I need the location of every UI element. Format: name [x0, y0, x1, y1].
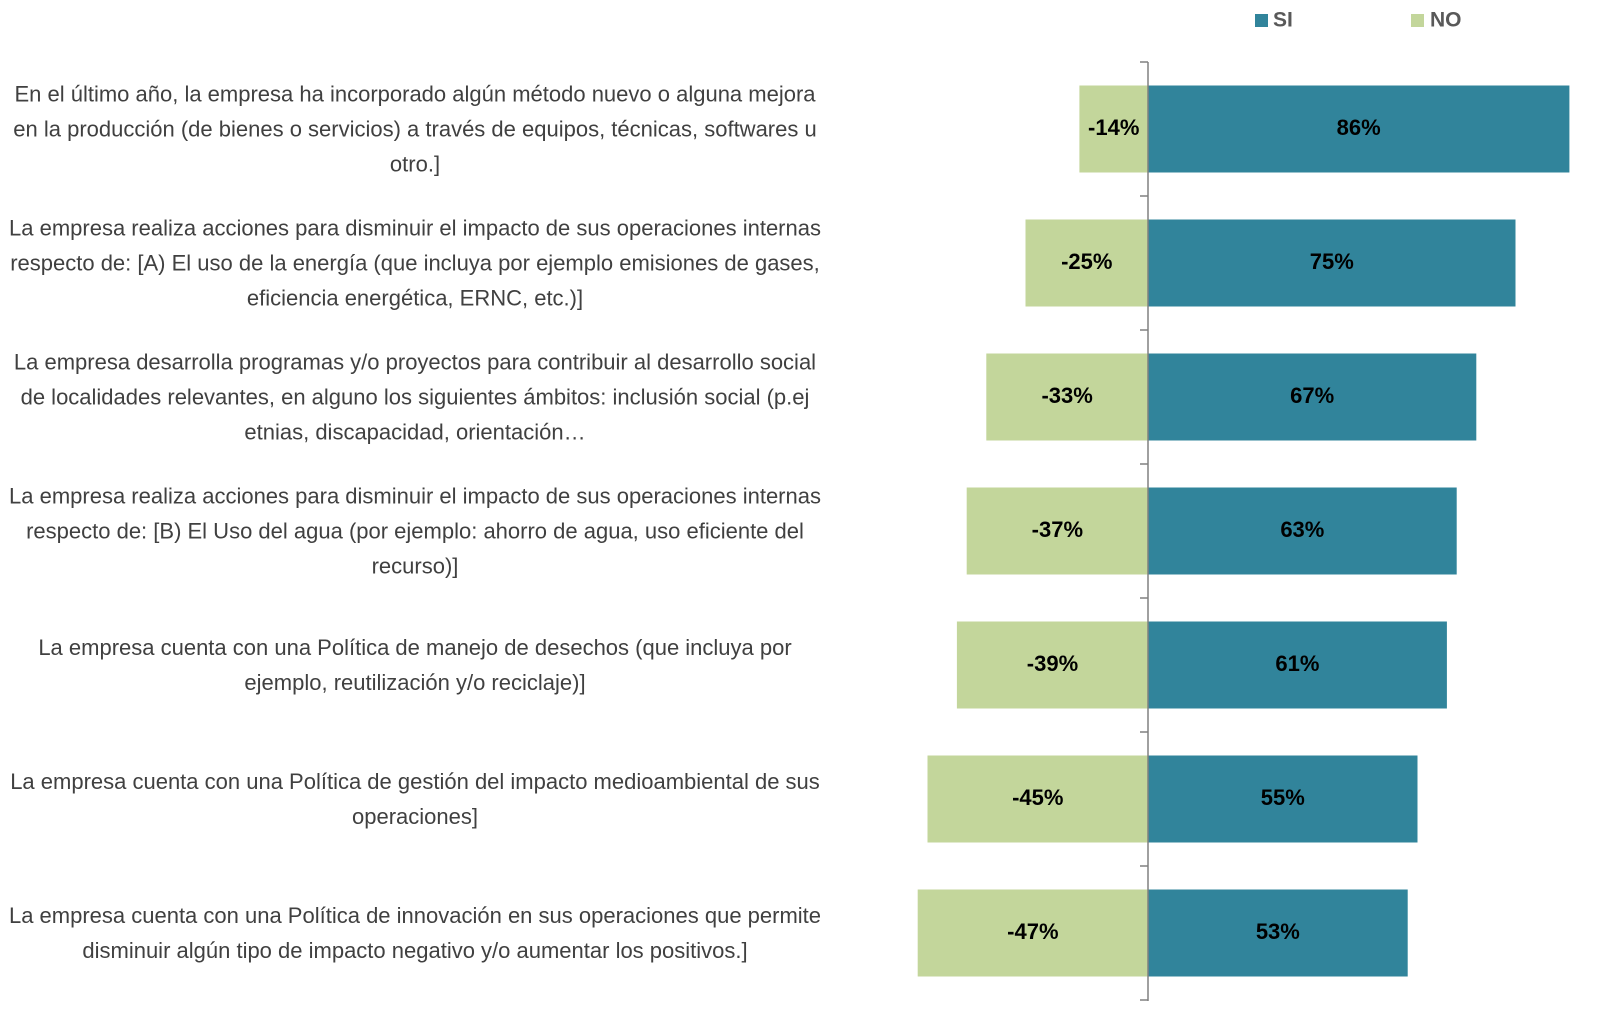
- bar: [1148, 755, 1418, 843]
- category-label: La empresa cuenta con una Política de ge…: [10, 769, 820, 829]
- value-label: -14%: [1088, 115, 1139, 140]
- category-label: En el último año, la empresa ha incorpor…: [13, 81, 817, 177]
- legend-label: SI: [1273, 9, 1293, 32]
- value-label: -45%: [1012, 785, 1063, 810]
- bar: [1148, 85, 1570, 173]
- value-label: -37%: [1032, 517, 1083, 542]
- value-label: 75%: [1310, 249, 1354, 274]
- value-label: -47%: [1007, 919, 1058, 944]
- bar: [1148, 889, 1408, 977]
- category-label: La empresa realiza acciones para disminu…: [9, 483, 821, 579]
- bar: [1025, 219, 1148, 307]
- legend-label: NO: [1430, 9, 1462, 32]
- category-label: La empresa cuenta con una Política de in…: [8, 903, 822, 963]
- category-label: La empresa desarrolla programas y/o proy…: [13, 349, 817, 445]
- legend-swatch-si: [1255, 14, 1268, 27]
- value-label: -39%: [1027, 651, 1078, 676]
- bar: [966, 487, 1148, 575]
- category-label: La empresa realiza acciones para disminu…: [9, 215, 821, 311]
- value-label: -33%: [1041, 383, 1092, 408]
- bar: [1148, 487, 1457, 575]
- bar: [956, 621, 1148, 709]
- value-label: -25%: [1061, 249, 1112, 274]
- bar: [917, 889, 1148, 977]
- bar: [1148, 219, 1516, 307]
- bar: [1148, 621, 1447, 709]
- value-label: 53%: [1256, 919, 1300, 944]
- legend-swatch-no: [1411, 14, 1424, 27]
- category-label: La empresa cuenta con una Política de ma…: [38, 635, 792, 695]
- value-label: 55%: [1261, 785, 1305, 810]
- bar: [1148, 353, 1477, 441]
- bar: [927, 755, 1148, 843]
- value-label: 61%: [1275, 651, 1319, 676]
- value-label: 63%: [1280, 517, 1324, 542]
- value-label: 67%: [1290, 383, 1334, 408]
- bar: [1079, 85, 1148, 173]
- bar: [986, 353, 1148, 441]
- value-label: 86%: [1337, 115, 1381, 140]
